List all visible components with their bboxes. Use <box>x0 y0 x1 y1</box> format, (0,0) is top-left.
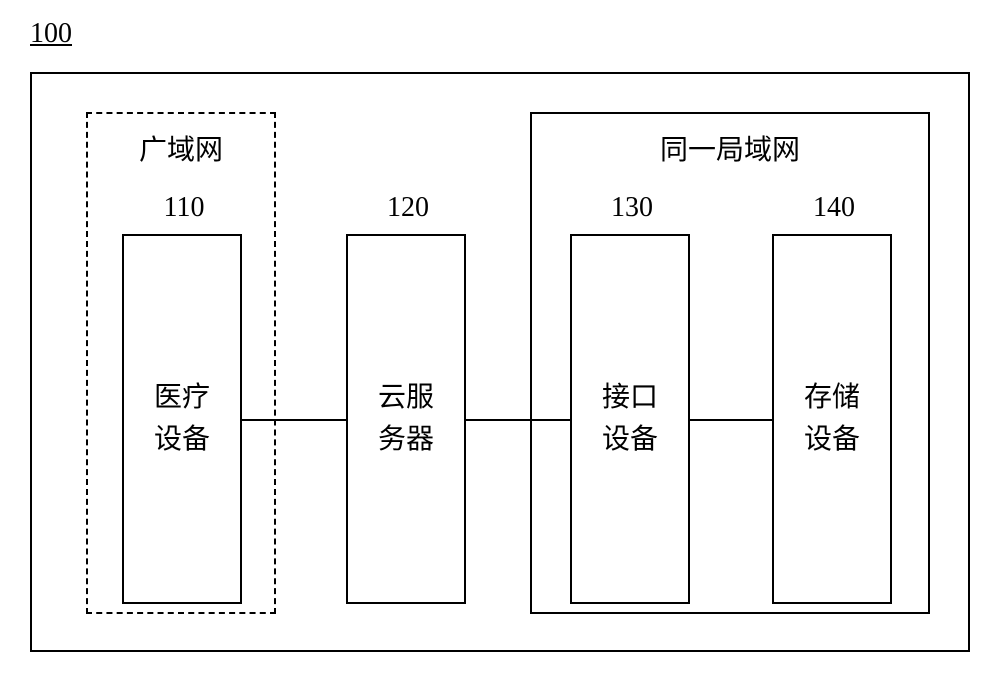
block-130-line1: 接口 <box>602 382 658 413</box>
block-interface-device: 130 接口 设备 <box>570 234 690 604</box>
block-120-number: 120 <box>348 192 468 224</box>
block-140-line2: 设备 <box>804 424 860 455</box>
lan-group-title: 同一局域网 <box>532 128 928 168</box>
block-110-line2: 设备 <box>154 424 210 455</box>
block-storage-device: 140 存储 设备 <box>772 234 892 604</box>
edge-130-140 <box>690 419 772 421</box>
block-140-number: 140 <box>774 192 894 224</box>
block-120-label: 云服 务器 <box>348 377 464 461</box>
system-outer-box: 广域网 同一局域网 110 医疗 设备 120 云服 务器 130 接口 设备 … <box>30 72 970 652</box>
block-130-label: 接口 设备 <box>572 377 688 461</box>
block-110-line1: 医疗 <box>154 382 210 413</box>
figure-reference: 100 <box>30 18 72 50</box>
edge-120-130 <box>466 419 570 421</box>
block-110-label: 医疗 设备 <box>124 377 240 461</box>
block-medical-device: 110 医疗 设备 <box>122 234 242 604</box>
edge-110-120 <box>242 419 346 421</box>
block-130-line2: 设备 <box>602 424 658 455</box>
block-110-number: 110 <box>124 192 244 224</box>
block-120-line1: 云服 <box>378 382 434 413</box>
block-cloud-server: 120 云服 务器 <box>346 234 466 604</box>
block-120-line2: 务器 <box>378 424 434 455</box>
block-140-label: 存储 设备 <box>774 377 890 461</box>
wan-group-title: 广域网 <box>88 128 274 168</box>
block-130-number: 130 <box>572 192 692 224</box>
block-140-line1: 存储 <box>804 382 860 413</box>
